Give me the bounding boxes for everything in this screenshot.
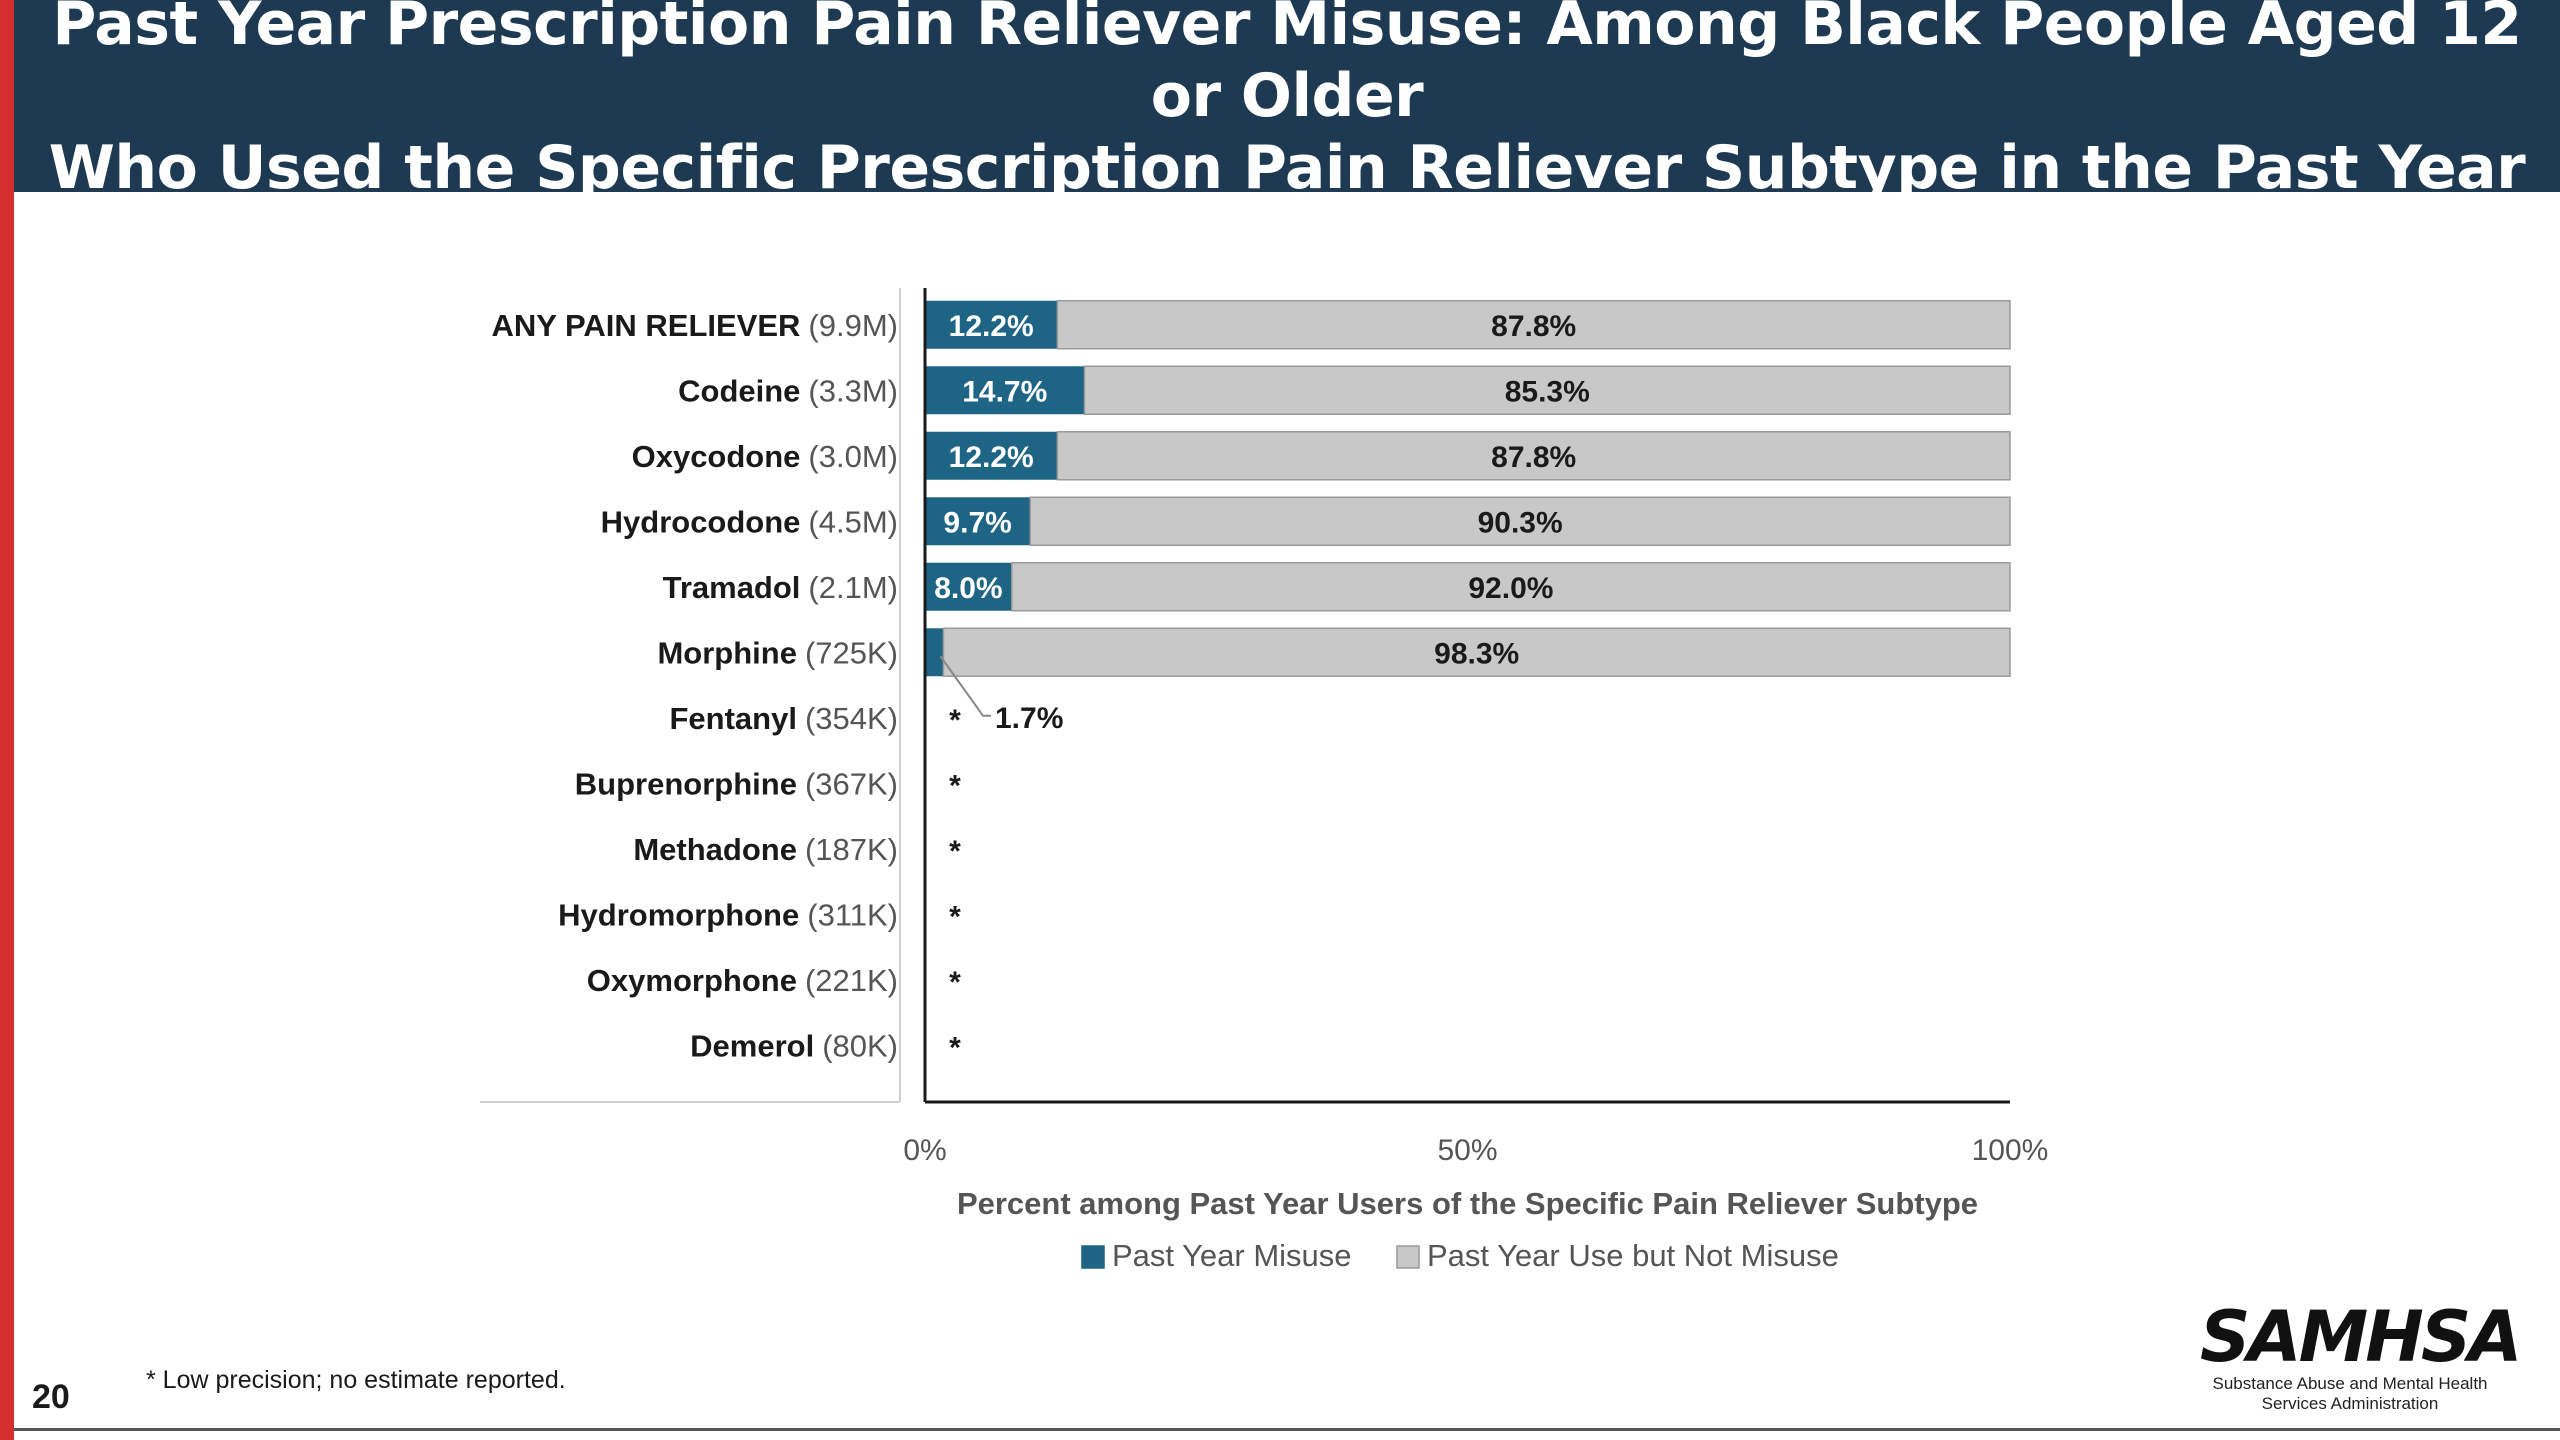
category-count: (3.3M) [808, 373, 898, 408]
category-label: Hydromorphone (311K) [558, 897, 898, 932]
bar-misuse [925, 497, 1031, 546]
bar-not-misuse [942, 627, 2011, 677]
category-name: Oxycodone [632, 439, 801, 474]
logo-subtitle-line-2: Services Administration [2261, 1394, 2439, 1413]
data-label-not-misuse: 90.3% [1478, 506, 1563, 539]
legend-swatch [1396, 1245, 1420, 1269]
chart-legend: Past Year Misuse Past Year Use but Not Mi… [1081, 1238, 1839, 1273]
category-name: Tramadol [663, 570, 801, 605]
slide-title: Past Year Prescription Pain Reliever Mis… [37, 0, 2537, 204]
data-label-not-misuse: 92.0% [1468, 572, 1553, 605]
category-name: Demerol [690, 1028, 814, 1063]
bar-not-misuse [1029, 496, 2011, 546]
data-label-misuse: 9.7% [943, 506, 1011, 539]
samhsa-logo: SAMHSA Substance Abuse and Mental Health… [2200, 1296, 2522, 1420]
page-number: 20 [32, 1378, 70, 1416]
category-name: Morphine [657, 635, 797, 670]
category-name: Codeine [678, 373, 800, 408]
category-name: Hydromorphone [558, 897, 799, 932]
category-count: (9.9M) [808, 308, 898, 343]
legend-label: Past Year Use but Not Misuse [1427, 1238, 1839, 1273]
x-tick-label: 0% [903, 1134, 946, 1167]
category-count: (311K) [807, 897, 898, 932]
data-label-misuse: 12.2% [949, 310, 1034, 343]
callout-leader-line [939, 655, 991, 717]
category-label: Tramadol (2.1M) [663, 570, 898, 605]
legend-swatch [1081, 1245, 1105, 1269]
category-label: Fentanyl (354K) [669, 701, 898, 736]
category-count: (221K) [805, 963, 898, 998]
category-label: Oxycodone (3.0M) [632, 439, 898, 474]
chart-bars: 87.8% 12.2% 85.3% 14.7% 87.8% 12.2% 90.3% 9.7% 9… [925, 300, 2011, 1064]
bar-not-misuse [1056, 300, 2011, 350]
category-label: Morphine (725K) [657, 635, 898, 670]
data-label-not-misuse: 87.8% [1491, 310, 1576, 343]
suppressed-estimate-marker: * [949, 966, 961, 999]
data-label-misuse: 1.7% [995, 702, 1063, 735]
category-label: Oxymorphone (221K) [587, 963, 898, 998]
bar-misuse [925, 562, 1012, 611]
category-count: (187K) [805, 832, 898, 867]
category-label: Codeine (3.3M) [678, 373, 898, 408]
data-label-not-misuse: 98.3% [1434, 637, 1519, 670]
x-tick-label: 100% [1972, 1134, 2049, 1167]
chart-axes: 0% 50% 100% Percent among Past Year Users o… [903, 288, 2048, 1221]
suppressed-estimate-marker: * [949, 769, 961, 802]
category-label: Buprenorphine (367K) [575, 766, 898, 801]
category-name: ANY PAIN RELIEVER [492, 308, 801, 343]
category-name: Fentanyl [669, 701, 796, 736]
data-label-not-misuse: 85.3% [1505, 375, 1590, 408]
bar-misuse [925, 366, 1085, 415]
footnote: * Low precision; no estimate reported. [146, 1366, 566, 1394]
x-tick-label: 50% [1437, 1134, 1497, 1167]
slide-title-line-1: Past Year Prescription Pain Reliever Mis… [52, 0, 2522, 131]
category-label: ANY PAIN RELIEVER (9.9M) [492, 308, 899, 343]
stacked-bar-chart: ANY PAIN RELIEVER (9.9M)Codeine (3.3M)Oxyc… [480, 288, 2048, 1273]
bottom-rule [14, 1428, 2560, 1431]
category-name: Buprenorphine [575, 766, 797, 801]
suppressed-estimate-marker: * [949, 704, 961, 737]
category-label: Hydrocodone (4.5M) [601, 504, 898, 539]
bar-not-misuse [1011, 562, 2011, 612]
bar-misuse [925, 628, 944, 677]
category-count: (367K) [805, 766, 898, 801]
suppressed-estimate-marker: * [949, 1031, 961, 1064]
bar-misuse [925, 431, 1058, 480]
slide-title-line-2: Who Used the Specific Prescription Pain … [48, 133, 2526, 203]
logo-subtitle-line-1: Substance Abuse and Mental Health [2212, 1374, 2488, 1393]
category-name: Hydrocodone [601, 504, 801, 539]
category-label: Demerol (80K) [690, 1028, 898, 1063]
suppressed-estimate-marker: * [949, 835, 961, 868]
category-name: Oxymorphone [587, 963, 797, 998]
x-axis-title: Percent among Past Year Users of the Spe… [957, 1186, 1978, 1221]
suppressed-estimate-marker: * [949, 900, 961, 933]
bar-misuse [925, 300, 1058, 349]
bar-not-misuse [1083, 365, 2011, 415]
left-accent-bar [0, 0, 14, 1440]
bar-not-misuse [1056, 431, 2011, 481]
logo-wordmark: SAMHSA [2200, 1296, 2522, 1378]
category-count: (725K) [805, 635, 898, 670]
legend-label: Past Year Misuse [1112, 1238, 1352, 1273]
category-count: (2.1M) [808, 570, 898, 605]
category-count: (3.0M) [808, 439, 898, 474]
category-label: Methadone (187K) [633, 832, 898, 867]
data-label-misuse: 8.0% [934, 572, 1002, 605]
category-count: (354K) [805, 701, 898, 736]
title-bar: Past Year Prescription Pain Reliever Mis… [14, 0, 2560, 203]
data-label-not-misuse: 87.8% [1491, 441, 1576, 474]
data-label-misuse: 12.2% [949, 441, 1034, 474]
category-name: Methadone [633, 832, 797, 867]
category-labels: ANY PAIN RELIEVER (9.9M)Codeine (3.3M)Oxyc… [480, 288, 901, 1103]
category-count: (80K) [822, 1028, 898, 1063]
data-label-misuse: 14.7% [962, 375, 1047, 408]
category-count: (4.5M) [808, 504, 898, 539]
